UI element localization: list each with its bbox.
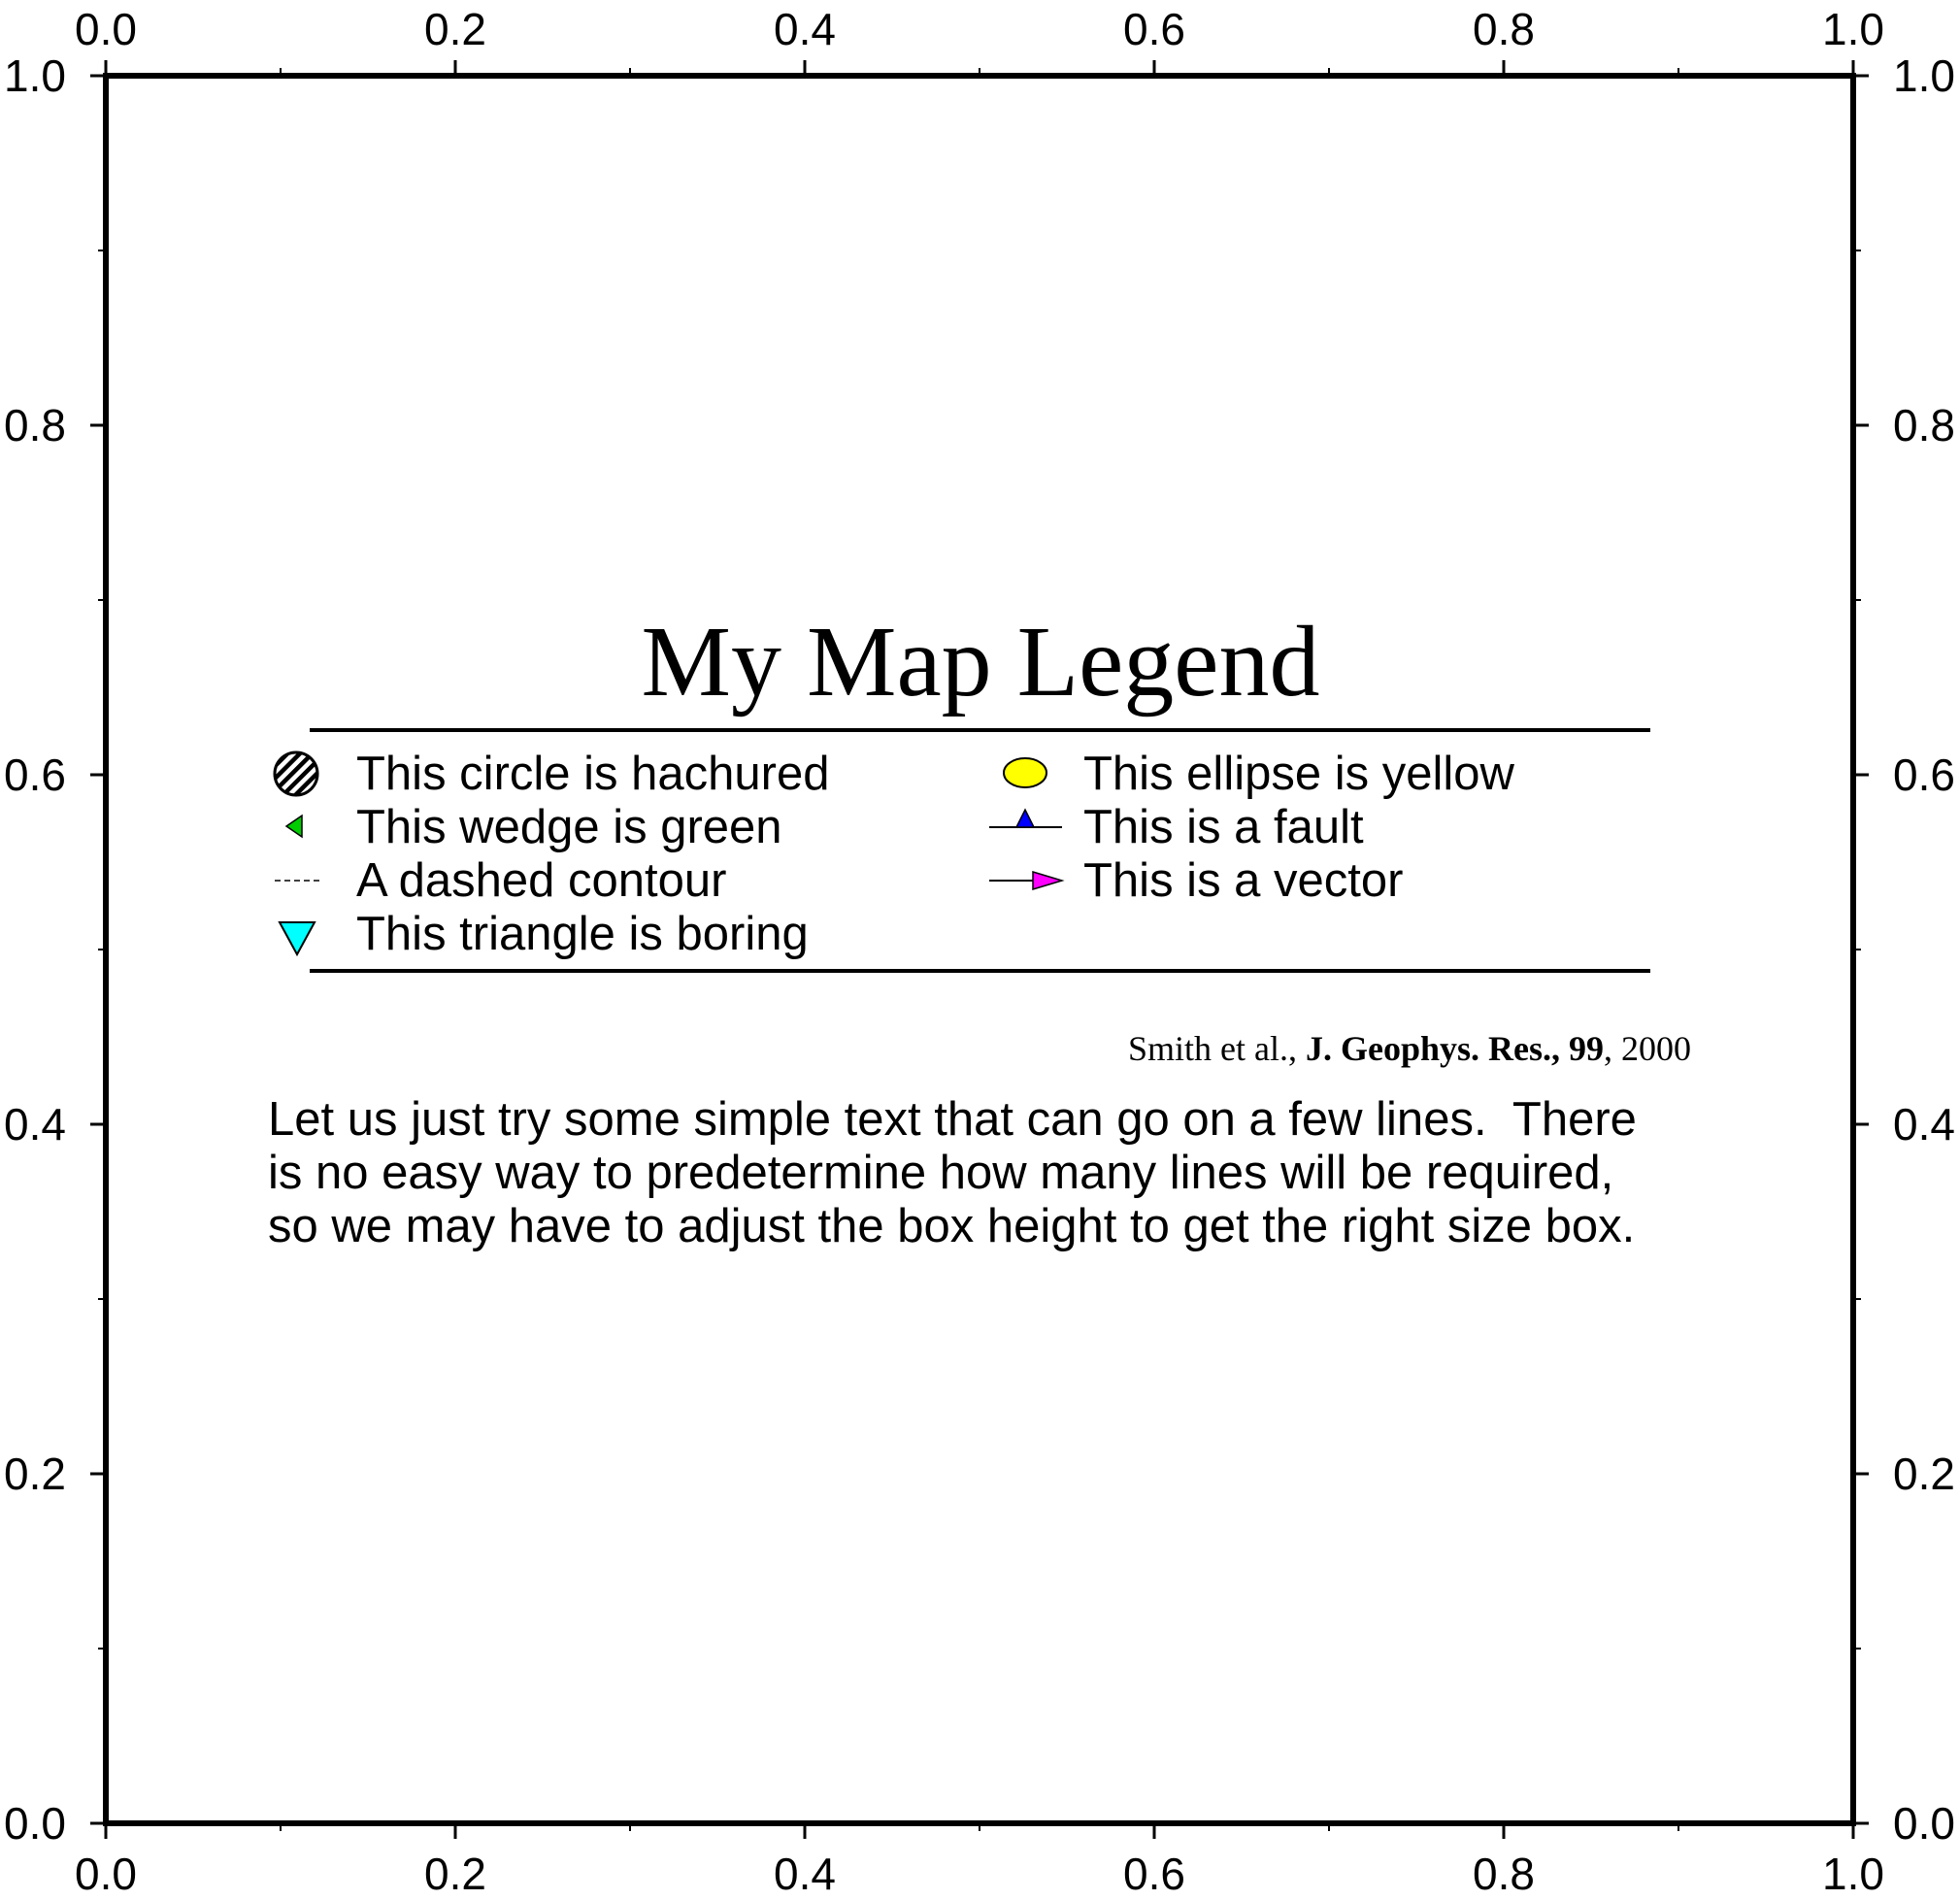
paragraph-line-1: Let us just try some simple text that ca… <box>268 1093 1637 1146</box>
y-tick-label-left: 0.4 <box>4 1099 66 1150</box>
legend-label-fault: This is a fault <box>1083 801 1364 853</box>
legend-label-hachured-circle: This circle is hachured <box>356 748 829 800</box>
x-tick-label-bottom: 0.2 <box>424 1849 486 1899</box>
hatched-circle-icon <box>273 750 319 797</box>
x-tick-label-top: 1.0 <box>1822 4 1884 54</box>
map-legend: My Map Legend This circle is hachured Th… <box>268 606 1691 1252</box>
legend-label-boring-triangle: This triangle is boring <box>356 908 809 960</box>
green-wedge-icon <box>284 814 303 839</box>
legend-label-yellow-ellipse: This ellipse is yellow <box>1083 748 1514 800</box>
yellow-ellipse-icon <box>1003 757 1047 788</box>
x-tick-label-bottom: 0.8 <box>1473 1849 1535 1899</box>
cyan-inverted-triangle-icon <box>278 921 316 957</box>
citation-authors: Smith et al., <box>1128 1029 1306 1068</box>
x-tick-label-top: 0.4 <box>774 4 836 54</box>
citation-journal: J. Geophys. Res., 99 <box>1306 1029 1604 1068</box>
paragraph-line-2: is no easy way to predetermine how many … <box>268 1147 1613 1199</box>
y-tick-label-right: 0.4 <box>1893 1099 1955 1150</box>
x-tick-label-top: 0.0 <box>75 4 137 54</box>
legend-paragraph: Let us just try some simple text that ca… <box>268 1093 1637 1252</box>
legend-label-vector: This is a vector <box>1083 854 1403 907</box>
x-tick-label-bottom: 1.0 <box>1822 1849 1884 1899</box>
y-tick-label-right: 0.6 <box>1893 750 1955 800</box>
legend-label-dashed-contour: A dashed contour <box>356 854 726 907</box>
y-tick-label-left: 0.6 <box>4 750 66 800</box>
x-tick-label-top: 0.8 <box>1473 4 1535 54</box>
y-tick-label-right: 0.0 <box>1893 1798 1955 1849</box>
x-tick-label-bottom: 0.0 <box>75 1849 137 1899</box>
legend-title: My Map Legend <box>642 606 1320 717</box>
y-tick-label-left: 0.2 <box>4 1449 66 1499</box>
x-tick-label-bottom: 0.4 <box>774 1849 836 1899</box>
y-tick-label-left: 0.0 <box>4 1798 66 1849</box>
y-tick-label-right: 0.2 <box>1893 1449 1955 1499</box>
axis-tick-labels: 0.00.00.0 0.00.20.20.2 0.20.40.40.4 0.40.60… <box>4 4 1955 1899</box>
y-tick-label-right: 1.0 <box>1893 50 1955 101</box>
y-tick-label-left: 0.8 <box>4 400 66 450</box>
citation-year: , 2000 <box>1604 1029 1691 1068</box>
x-tick-label-top: 0.2 <box>424 4 486 54</box>
paragraph-line-3: so we may have to adjust the box height … <box>268 1200 1635 1252</box>
y-tick-label-right: 0.8 <box>1893 400 1955 450</box>
vector-arrow-icon <box>989 870 1065 891</box>
fault-line-icon <box>989 808 1062 828</box>
y-tick-label-left: 1.0 <box>4 50 66 101</box>
axis-ticks <box>90 60 1869 1839</box>
x-tick-label-top: 0.6 <box>1123 4 1185 54</box>
legend-label-green-wedge: This wedge is green <box>356 801 782 853</box>
x-tick-label-bottom: 0.6 <box>1123 1849 1185 1899</box>
legend-citation: Smith et al., J. Geophys. Res., 99, 2000 <box>1128 1029 1691 1068</box>
